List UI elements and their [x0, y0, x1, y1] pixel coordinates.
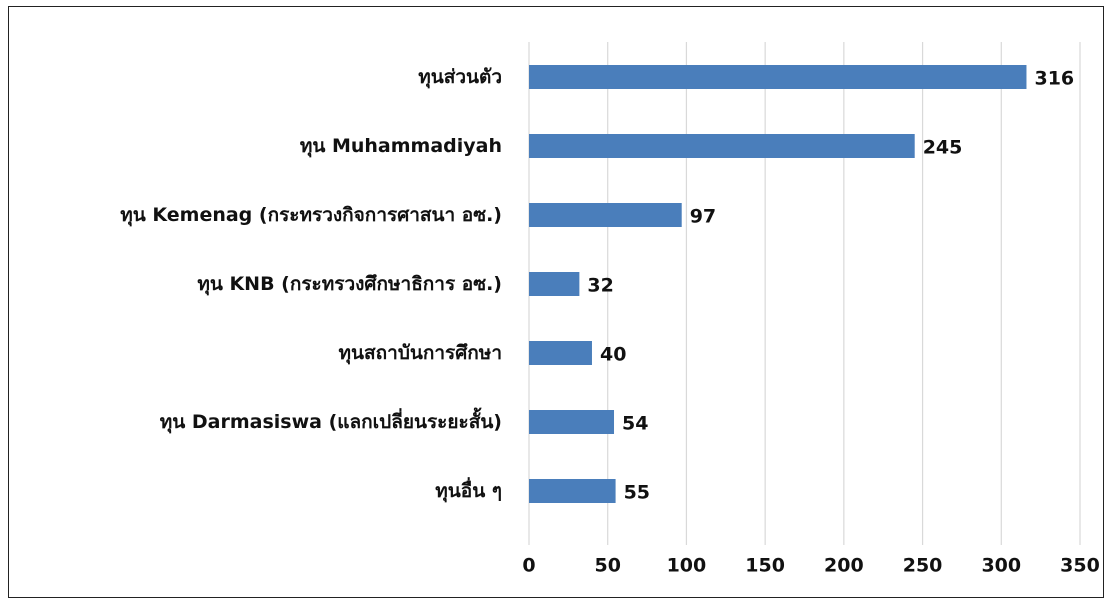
bar [529, 479, 616, 503]
value-label: 316 [1034, 68, 1074, 90]
y-tick-label: ทุน Darmasiswa (แลกเปลี่ยนระยะสั้น) [159, 411, 502, 433]
x-tick-label: 100 [667, 555, 707, 577]
y-tick-label: ทุน Kemenag (กระทรวงกิจการศาสนา อซ.) [120, 204, 502, 226]
x-tick-label: 300 [981, 555, 1021, 577]
y-tick-label: ทุน Muhammadiyah [299, 135, 502, 157]
x-tick-label: 0 [522, 555, 535, 577]
bar [529, 65, 1027, 89]
y-tick-label: ทุน KNB (กระทรวงศึกษาธิการ อซ.) [197, 273, 502, 295]
value-label: 245 [923, 137, 963, 159]
y-tick-label: ทุนส่วนตัว [418, 66, 502, 88]
chart-frame [8, 6, 1104, 598]
bar [529, 341, 592, 365]
bar [529, 134, 915, 158]
bar [529, 272, 580, 296]
x-tick-label: 50 [594, 555, 620, 577]
value-label: 55 [624, 482, 650, 504]
x-tick-label: 250 [903, 555, 943, 577]
x-tick-label: 150 [745, 555, 785, 577]
value-label: 32 [587, 275, 613, 297]
value-label: 40 [600, 344, 626, 366]
bar [529, 410, 615, 434]
value-label: 54 [622, 413, 648, 435]
bar [529, 203, 682, 227]
y-tick-label: ทุนอื่น ๆ [435, 480, 502, 502]
x-tick-label: 200 [824, 555, 864, 577]
value-label: 97 [690, 206, 716, 228]
y-tick-label: ทุนสถาบันการศึกษา [338, 342, 502, 364]
x-tick-label: 350 [1060, 555, 1100, 577]
